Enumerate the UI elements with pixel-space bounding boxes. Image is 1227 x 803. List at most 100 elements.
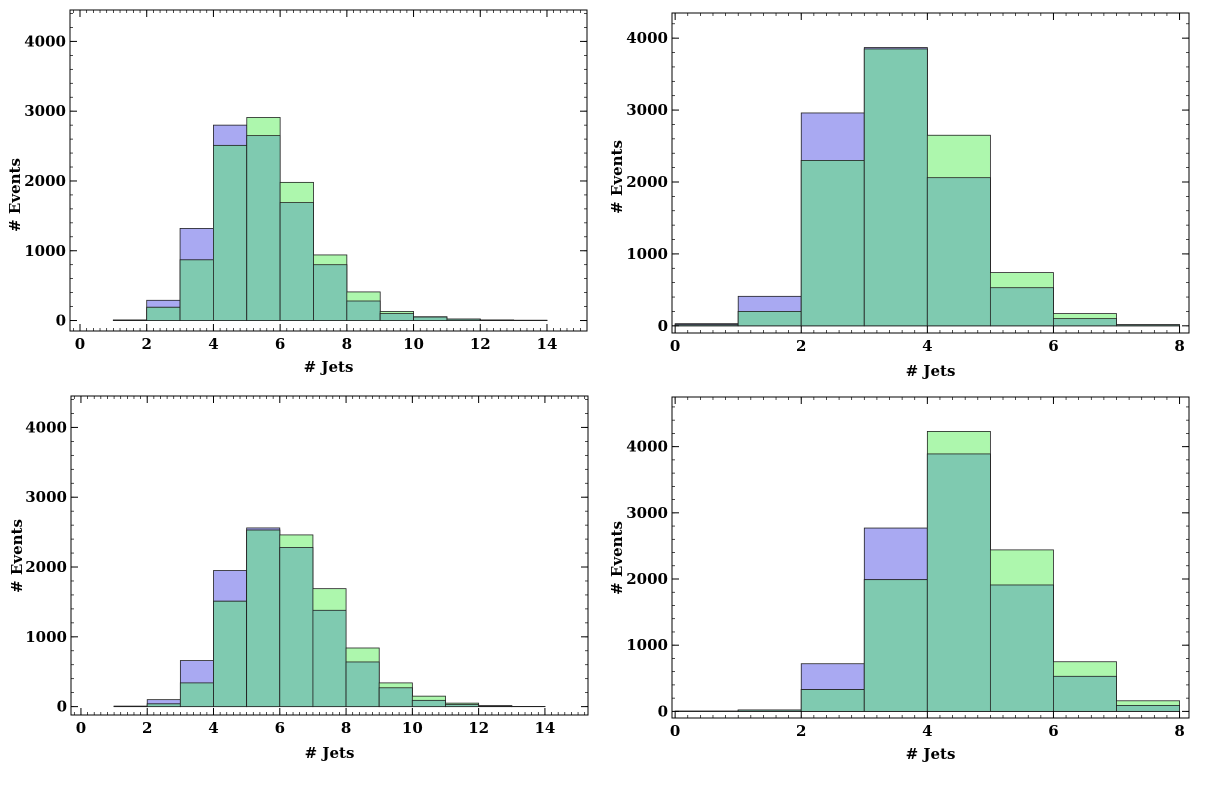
histogram-top-left: 0 2 4 6 8 10 12 14 0 1000 2000 3000 4000 # Jets # Even… bbox=[6, 9, 588, 376]
plot-frame bbox=[671, 12, 1190, 334]
y-tick-label: 2000 bbox=[25, 558, 67, 576]
bars-group bbox=[112, 117, 548, 321]
y-tick-label: 4000 bbox=[626, 29, 668, 47]
bar-overlap bbox=[213, 144, 248, 321]
bar-overlap bbox=[800, 689, 865, 712]
bar-overlap bbox=[246, 529, 281, 708]
x-tick-label: 4 bbox=[208, 335, 218, 353]
y-tick-label: 2000 bbox=[626, 173, 668, 191]
bar-overlap bbox=[445, 704, 480, 708]
y-tick-label: 0 bbox=[658, 702, 668, 720]
bar-overlap bbox=[1053, 675, 1117, 712]
bar-overlap bbox=[213, 600, 248, 708]
y-axis-label: # Events bbox=[608, 521, 626, 595]
bar-overlap bbox=[346, 300, 381, 321]
bar-overlap bbox=[989, 584, 1054, 712]
x-tick-label: 2 bbox=[796, 337, 806, 355]
y-tick-label: 4000 bbox=[25, 418, 67, 436]
bar-overlap bbox=[737, 709, 802, 712]
plot-frame bbox=[69, 9, 588, 332]
bar-overlap bbox=[989, 287, 1054, 327]
bar-overlap bbox=[478, 705, 513, 708]
bar-overlap bbox=[863, 579, 928, 712]
x-tick-label: 6 bbox=[1048, 722, 1058, 740]
y-tick-label: 3000 bbox=[24, 102, 66, 120]
bar-overlap bbox=[479, 319, 515, 321]
bar-overlap bbox=[411, 699, 446, 708]
x-axis-label: # Jets bbox=[304, 358, 354, 376]
y-tick-label: 3000 bbox=[626, 101, 668, 119]
plot-frame bbox=[671, 396, 1190, 719]
bar-overlap bbox=[926, 177, 991, 327]
x-tick-label: 8 bbox=[342, 335, 352, 353]
y-tick-label: 0 bbox=[56, 312, 66, 330]
y-tick-label: 1000 bbox=[24, 242, 66, 260]
x-tick-label: 8 bbox=[341, 719, 351, 737]
x-tick-label: 12 bbox=[468, 719, 489, 737]
x-tick-label: 0 bbox=[75, 335, 85, 353]
bar-overlap bbox=[246, 135, 281, 321]
x-tick-label: 6 bbox=[275, 719, 285, 737]
x-tick-label: 6 bbox=[1048, 337, 1058, 355]
plot-frame bbox=[70, 395, 589, 716]
bar-overlap bbox=[1116, 705, 1180, 712]
x-axis-label: # Jets bbox=[906, 745, 956, 763]
y-tick-label: 1000 bbox=[626, 636, 668, 654]
x-tick-label: 2 bbox=[796, 722, 806, 740]
bar-overlap bbox=[345, 661, 380, 708]
x-tick-label: 14 bbox=[534, 719, 555, 737]
bar-overlap bbox=[313, 264, 348, 321]
y-tick-label: 0 bbox=[658, 317, 668, 335]
bar-overlap bbox=[863, 48, 928, 327]
x-tick-label: 4 bbox=[208, 719, 218, 737]
x-tick-label: 0 bbox=[670, 722, 680, 740]
histogram-bottom-right: 0 2 4 6 8 0 1000 2000 3000 4000 # Jets # Events bbox=[608, 396, 1190, 763]
bars-group bbox=[113, 527, 546, 708]
bar-overlap bbox=[1053, 318, 1117, 327]
x-tick-label: 6 bbox=[275, 335, 285, 353]
y-tick-label: 2000 bbox=[626, 570, 668, 588]
bar-overlap bbox=[737, 311, 802, 327]
bar-overlap bbox=[674, 324, 739, 327]
y-tick-label: 1000 bbox=[626, 245, 668, 263]
x-tick-label: 0 bbox=[76, 719, 86, 737]
bars-group bbox=[674, 431, 1180, 712]
y-axis-label: # Events bbox=[6, 158, 24, 232]
y-axis-label: # Events bbox=[8, 519, 26, 593]
y-tick-label: 4000 bbox=[626, 438, 668, 456]
histogram-top-right: 0 2 4 6 8 0 1000 2000 3000 4000 # Jets # Events bbox=[608, 12, 1190, 380]
histogram-bottom-left: 0 2 4 6 8 10 12 14 0 1000 2000 3000 4000 # Jets # Even… bbox=[8, 395, 589, 762]
bar-overlap bbox=[146, 306, 181, 321]
bar-overlap bbox=[179, 682, 214, 708]
bar-overlap bbox=[413, 316, 448, 321]
y-tick-label: 2000 bbox=[24, 172, 66, 190]
bar-overlap bbox=[800, 160, 865, 327]
x-tick-label: 4 bbox=[922, 722, 932, 740]
bar-overlap bbox=[446, 318, 481, 321]
y-tick-label: 3000 bbox=[25, 488, 67, 506]
y-tick-label: 3000 bbox=[626, 504, 668, 522]
x-tick-label: 8 bbox=[1174, 337, 1184, 355]
x-tick-label: 8 bbox=[1174, 722, 1184, 740]
x-tick-label: 2 bbox=[141, 335, 151, 353]
bar-overlap bbox=[279, 202, 314, 321]
x-axis-label: # Jets bbox=[305, 744, 355, 762]
bar-overlap bbox=[279, 547, 314, 708]
x-tick-label: 10 bbox=[403, 335, 424, 353]
x-axis-label: # Jets bbox=[906, 362, 956, 380]
y-tick-label: 4000 bbox=[24, 32, 66, 50]
x-tick-label: 12 bbox=[470, 335, 491, 353]
x-tick-label: 0 bbox=[670, 337, 680, 355]
bar-overlap bbox=[179, 259, 214, 321]
bar-overlap bbox=[1116, 324, 1180, 327]
bar-overlap bbox=[926, 453, 991, 712]
x-tick-label: 2 bbox=[142, 719, 152, 737]
y-axis-label: # Events bbox=[608, 140, 626, 214]
bar-overlap bbox=[146, 703, 181, 708]
x-tick-label: 4 bbox=[922, 337, 932, 355]
y-tick-label: 0 bbox=[57, 698, 67, 716]
x-tick-label: 14 bbox=[537, 335, 558, 353]
x-tick-label: 10 bbox=[402, 719, 423, 737]
bar-overlap bbox=[379, 313, 414, 321]
bar-overlap bbox=[312, 609, 347, 708]
